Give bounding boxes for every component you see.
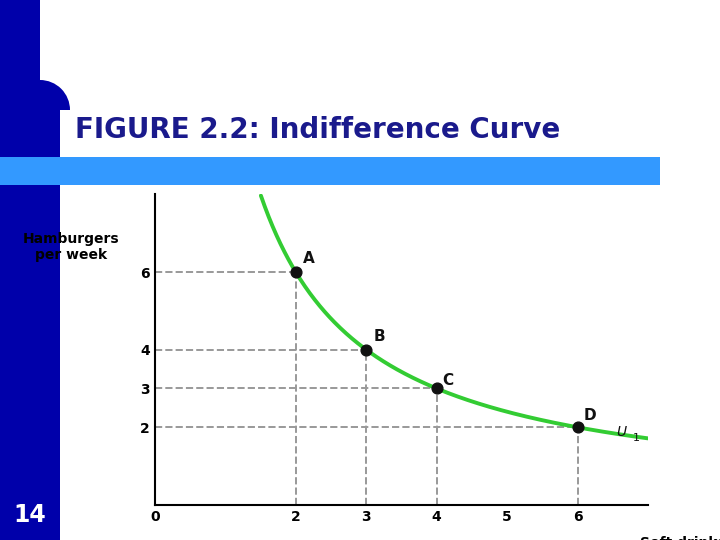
Bar [40,0,70,110]
Text: FIGURE 2.2: Indifference Curve: FIGURE 2.2: Indifference Curve [75,116,560,144]
Text: C: C [442,373,454,388]
Text: A: A [302,252,315,266]
Text: 1: 1 [632,433,639,443]
X-axis label: Soft drinks
per week: Soft drinks per week [639,536,720,540]
Wedge shape [60,110,90,140]
Point [361,346,372,354]
Text: D: D [583,408,596,423]
Text: B: B [373,329,385,344]
Bar [0,0,60,540]
Text: Hamburgers
per week: Hamburgers per week [22,232,120,262]
Point [290,268,302,276]
Text: 14: 14 [14,503,46,527]
Point [572,423,583,431]
Bar [0,0,260,110]
Point [431,384,442,393]
Bar [0,157,660,185]
Text: U: U [616,425,626,439]
Wedge shape [40,80,70,110]
Bar [60,0,260,110]
